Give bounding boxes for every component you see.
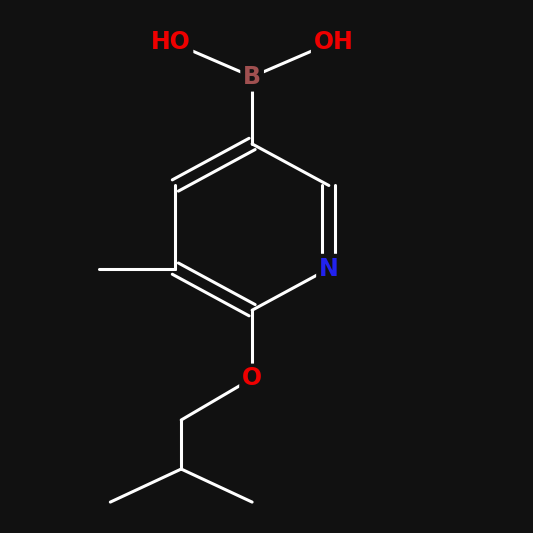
Text: B: B [243,64,261,89]
Text: HO: HO [151,29,190,54]
Text: O: O [242,366,262,391]
Text: N: N [319,256,339,281]
Text: OH: OH [314,29,353,54]
